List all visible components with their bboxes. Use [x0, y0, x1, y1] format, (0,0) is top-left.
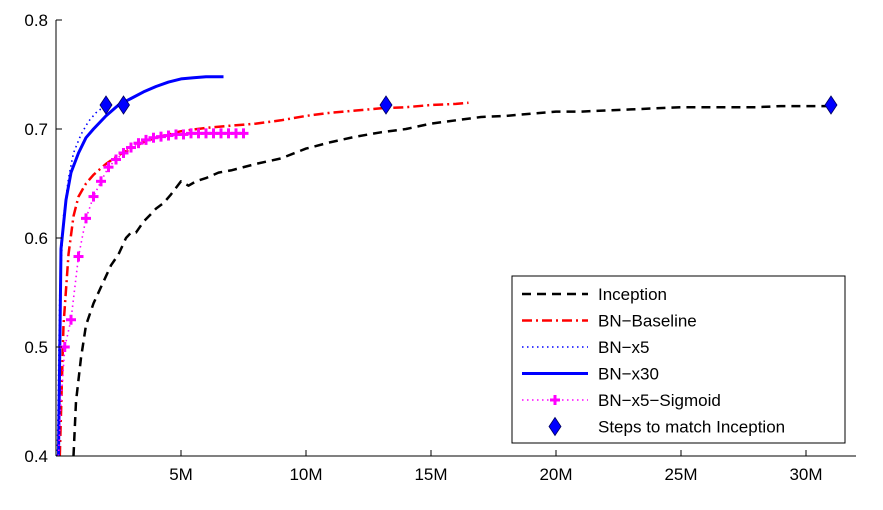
- data-point: [88, 191, 99, 202]
- legend-box: [511, 275, 846, 444]
- y-tick-label: 0.7: [24, 120, 48, 139]
- data-point: [66, 314, 76, 325]
- legend-entry: Inception: [522, 285, 667, 304]
- legend-entry: BN−Baseline: [522, 312, 697, 331]
- legend-marker: [550, 395, 560, 405]
- x-tick-label: 15M: [414, 465, 447, 484]
- legend-entry: Steps to match Inception: [548, 416, 785, 437]
- data-point: [103, 162, 114, 173]
- series-steps-to-match-inception: [99, 95, 838, 115]
- series-line: [58, 101, 469, 457]
- y-tick-label: 0.6: [24, 229, 48, 248]
- legend-label: BN−Baseline: [598, 312, 697, 331]
- x-tick-label: 20M: [539, 465, 572, 484]
- y-tick-label: 0.8: [24, 11, 48, 30]
- data-point: [133, 138, 144, 149]
- series-bn-baseline: [58, 101, 469, 457]
- x-tick-label: 10M: [289, 465, 322, 484]
- legend-label: BN−x5−Sigmoid: [598, 391, 721, 410]
- y-tick-label: 0.4: [24, 447, 48, 466]
- legend-label: BN−x5: [598, 338, 650, 357]
- x-tick-label: 25M: [664, 465, 697, 484]
- legend: Inception BN−Baseline BN−x5 BN−x30 BN−x5−Sig…: [511, 275, 846, 444]
- legend-marker: [548, 416, 562, 437]
- legend-entry: BN−x5−Sigmoid: [522, 391, 721, 410]
- data-point: [118, 147, 129, 158]
- legend-label: BN−x30: [598, 365, 659, 384]
- data-point: [111, 154, 121, 165]
- legend-label: Steps to match Inception: [598, 418, 785, 437]
- data-point: [96, 176, 106, 187]
- series-layer: [56, 75, 838, 457]
- data-point: [126, 142, 136, 153]
- match-marker: [824, 95, 838, 115]
- match-marker: [379, 95, 393, 115]
- legend-entry: BN−x30: [522, 365, 659, 384]
- x-tick-label: 30M: [789, 465, 822, 484]
- x-tick-label: 5M: [169, 465, 193, 484]
- match-marker: [99, 95, 113, 115]
- data-point: [141, 134, 151, 145]
- data-point: [238, 128, 249, 139]
- legend-label: Inception: [598, 285, 667, 304]
- match-marker: [117, 95, 130, 115]
- y-tick-label: 0.5: [24, 338, 48, 357]
- data-point: [73, 251, 84, 262]
- legend-entry: BN−x5: [522, 338, 650, 357]
- legend-items: Inception BN−Baseline BN−x5 BN−x30 BN−x5−Sig…: [522, 285, 785, 437]
- ticks-layer: 5M 10M 15M 20M 25M 30M 0.4 0.5 0.6 0.7 0.8: [24, 11, 822, 484]
- data-point: [81, 213, 91, 224]
